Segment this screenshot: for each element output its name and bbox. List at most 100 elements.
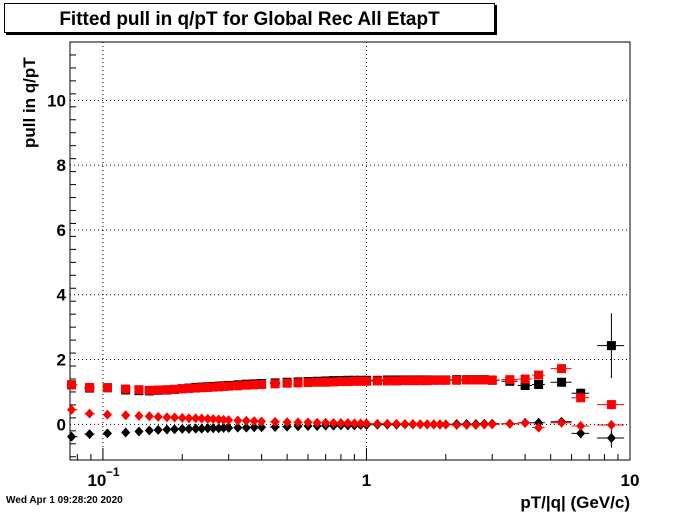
data-point [233,415,243,426]
data-point [270,416,280,427]
data-point [534,422,544,433]
data-point [144,425,154,436]
series-3 [67,404,625,433]
data-point [270,379,280,389]
data-point [162,424,172,435]
data-point [505,418,515,429]
data-point [85,382,95,392]
data-point [203,423,213,434]
data-point [441,419,451,430]
data-point [162,385,172,395]
data-point [343,377,353,387]
data-point [606,341,616,351]
data-point [520,380,530,390]
y-axis-title: pull in q/pT [20,57,39,148]
data-point [102,428,112,439]
data-point [67,431,77,442]
data-point [429,375,439,385]
data-point [282,417,292,428]
data-point [606,400,616,410]
data-point [102,383,112,393]
data-point [203,413,213,424]
y-tick-label: 4 [57,286,67,305]
data-point [162,412,172,423]
data-point [452,375,462,385]
data-point [452,420,462,431]
data-point [134,385,144,395]
data-point [312,417,322,428]
data-point [208,382,218,392]
data-point [134,410,144,421]
data-point [400,419,410,430]
y-tick-label: 6 [57,221,66,240]
data-point [349,376,359,386]
data-point [408,419,418,430]
data-point [197,413,207,424]
data-point [361,376,371,386]
x-axis-title: pT/|q| (GeV/c) [520,493,630,512]
data-point [462,420,472,431]
grid-lines [70,42,630,460]
data-point [382,376,392,386]
data-point [336,377,346,387]
data-point [177,423,187,434]
y-tick-label: 0 [57,415,66,434]
data-point [257,380,267,390]
data-point [85,408,95,419]
data-point [197,423,207,434]
data-point [153,411,163,422]
data-point [382,418,392,429]
data-point [441,375,451,385]
data-point [321,417,331,428]
data-point [144,385,154,395]
data-point [191,383,201,393]
data-point [534,380,544,390]
data-point [293,417,303,428]
data-point [121,384,131,394]
data-point [219,414,229,425]
data-point [241,380,251,390]
data-point [372,376,382,386]
data-point [606,420,616,431]
y-tick-label: 8 [57,156,66,175]
data-point [361,418,371,429]
data-point [576,388,586,398]
data-point [170,412,180,423]
data-point [505,375,515,385]
data-point [557,417,567,428]
data-point [144,411,154,422]
data-point [293,378,303,388]
data-point [303,417,313,428]
data-point [329,418,339,429]
data-point [576,428,586,439]
data-point [391,418,401,429]
data-point [349,418,359,429]
data-point [471,420,481,431]
data-point [249,416,259,427]
data-point [177,412,187,423]
x-tick-label: 1 [362,471,371,490]
data-point [422,419,432,430]
data-point [214,414,224,425]
data-point [408,376,418,386]
data-point [534,370,544,380]
data-point [219,381,229,391]
data-point [487,375,497,385]
data-point [102,409,112,420]
data-point [249,380,259,390]
data-point [282,378,292,388]
data-point [85,429,95,440]
chart-title: Fitted pull in q/pT for Global Rec All E… [59,9,440,30]
data-point [391,376,401,386]
data-point [224,415,234,426]
data-point [191,423,201,434]
data-point [170,424,180,435]
data-point [208,423,218,434]
data-point [606,432,616,443]
data-point [557,377,567,387]
data-point [184,383,194,393]
data-point [203,382,213,392]
data-point [312,377,322,387]
data-point [415,419,425,430]
